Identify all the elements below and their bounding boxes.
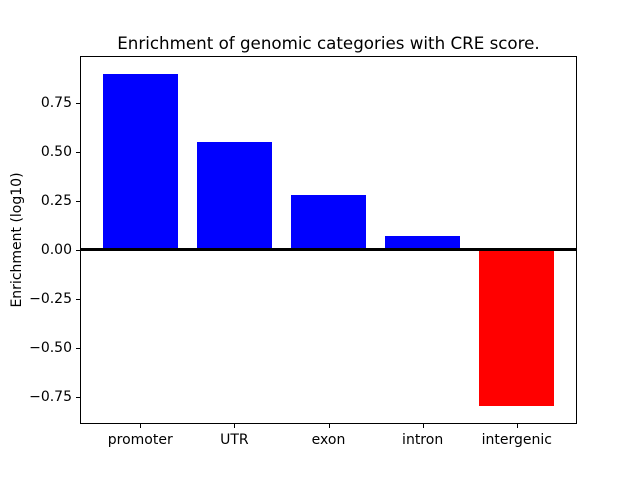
x-tick-label-intergenic: intergenic (481, 432, 552, 448)
x-tick-label-promoter: promoter (107, 432, 173, 448)
y-tick-label-−0.25: −0.25 (29, 290, 72, 307)
bar-intergenic (479, 249, 555, 407)
y-tick-label-−0.50: −0.50 (29, 339, 72, 356)
x-tick-mark-intron (422, 424, 424, 428)
bar-UTR (196, 142, 273, 250)
y-tick-mark-−0.25 (76, 298, 80, 300)
x-tick-mark-promoter (140, 424, 142, 428)
y-tick-mark-−0.50 (76, 347, 80, 349)
y-tick-label-0.25: 0.25 (40, 192, 72, 209)
y-axis-label: Enrichment (log10) (9, 172, 25, 308)
chart-title: Enrichment of genomic categories with CR… (117, 33, 540, 53)
y-tick-label-0.00: 0.00 (40, 241, 72, 258)
y-tick-label-0.75: 0.75 (40, 94, 72, 111)
bar-intron (384, 236, 461, 250)
y-tick-mark-−0.75 (76, 396, 80, 398)
y-tick-mark-0.75 (76, 102, 80, 104)
y-tick-label-0.50: 0.50 (40, 143, 72, 160)
y-tick-mark-0.00 (76, 249, 80, 251)
y-tick-label-−0.75: −0.75 (29, 388, 72, 405)
x-tick-mark-exon (328, 424, 330, 428)
bar-promoter (102, 73, 178, 250)
x-tick-label-intron: intron (402, 432, 444, 448)
zero-line (80, 248, 577, 252)
x-tick-label-exon: exon (311, 432, 346, 448)
x-tick-label-UTR: UTR (220, 432, 249, 448)
y-tick-mark-0.25 (76, 200, 80, 202)
bar-exon (290, 194, 367, 250)
x-tick-mark-UTR (234, 424, 236, 428)
y-tick-mark-0.50 (76, 151, 80, 153)
x-tick-mark-intergenic (516, 424, 518, 428)
